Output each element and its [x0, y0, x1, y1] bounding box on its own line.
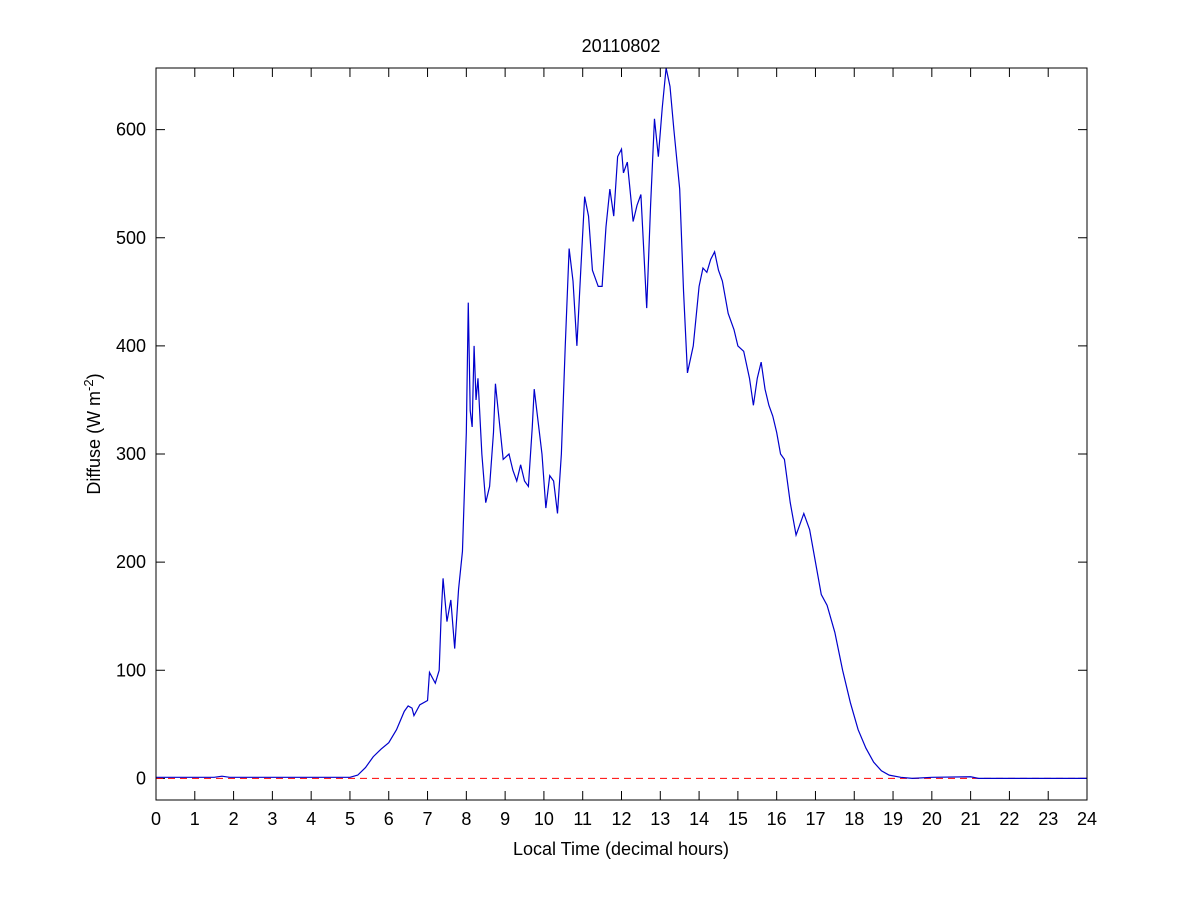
x-axis-label: Local Time (decimal hours): [513, 839, 729, 859]
data-line: [156, 67, 1087, 779]
y-tick-label: 600: [116, 120, 146, 140]
x-tick-label: 18: [844, 809, 864, 829]
y-axis-label: Diffuse (W m-2): [81, 373, 104, 494]
x-tick-label: 22: [999, 809, 1019, 829]
x-tick-label: 6: [384, 809, 394, 829]
x-tick-label: 7: [423, 809, 433, 829]
x-tick-label: 12: [611, 809, 631, 829]
x-tick-label: 4: [306, 809, 316, 829]
y-tick-label: 100: [116, 660, 146, 680]
x-tick-label: 19: [883, 809, 903, 829]
x-tick-label: 11: [573, 809, 592, 829]
x-tick-label: 13: [650, 809, 670, 829]
y-label-suffix: ): [84, 373, 104, 379]
x-tick-label: 8: [461, 809, 471, 829]
y-tick-label: 200: [116, 552, 146, 572]
chart-title: 20110802: [582, 36, 661, 56]
y-tick-label: 400: [116, 336, 146, 356]
x-tick-label: 21: [961, 809, 981, 829]
x-tick-label: 16: [767, 809, 787, 829]
x-tick-label: 2: [229, 809, 239, 829]
x-tick-label: 9: [500, 809, 510, 829]
x-tick-label: 20: [922, 809, 942, 829]
x-tick-label: 1: [190, 809, 200, 829]
x-tick-label: 14: [689, 809, 709, 829]
y-label-main: Diffuse (W m: [84, 391, 104, 495]
x-tick-label: 5: [345, 809, 355, 829]
x-tick-label: 0: [151, 809, 161, 829]
x-tick-label: 24: [1077, 809, 1097, 829]
y-tick-label: 500: [116, 228, 146, 248]
y-tick-label: 0: [136, 768, 146, 788]
x-tick-label: 15: [728, 809, 748, 829]
x-tick-label: 23: [1038, 809, 1058, 829]
x-tick-label: 10: [534, 809, 554, 829]
y-tick-label: 300: [116, 444, 146, 464]
x-tick-label: 3: [267, 809, 277, 829]
x-tick-label: 17: [805, 809, 825, 829]
plot-frame: [155, 67, 1088, 801]
y-label-superscript: -2: [81, 379, 96, 391]
